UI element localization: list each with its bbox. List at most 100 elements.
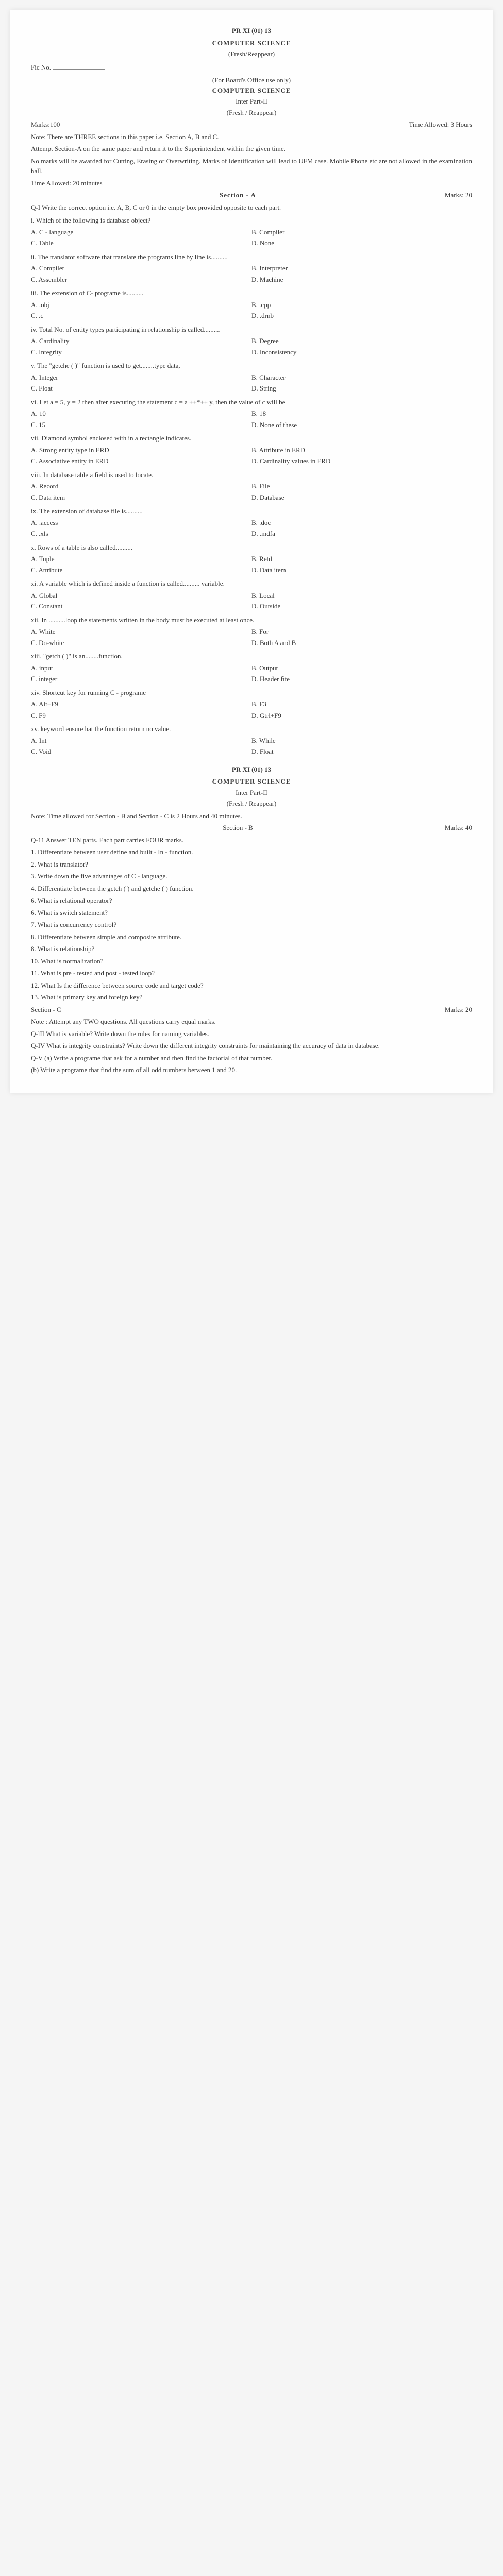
subject-title-2: COMPUTER SCIENCE [31, 86, 472, 96]
mcq-question: xi. A variable which is defined inside a… [31, 579, 472, 589]
mcq-option: D. Inconsistency [252, 347, 472, 358]
mcq-question: viii. In database table a field is used … [31, 470, 472, 480]
long-question: Q-IV What is integrity constraints? Writ… [31, 1041, 472, 1051]
inter-part-2: Inter Part-II [31, 788, 472, 798]
note-bc: Note: Time allowed for Section - B and S… [31, 811, 472, 821]
mcq-option: A. Cardinality [31, 335, 252, 347]
mcq-options: A. RecordB. FileC. Data itemD. Database [31, 481, 472, 503]
short-question: 13. What is primary key and foreign key? [31, 992, 472, 1003]
mcq-option: D. Outside [252, 601, 472, 612]
short-question: 1. Differentiate between user define and… [31, 847, 472, 857]
exam-paper: PR XI (01) 13 COMPUTER SCIENCE (Fresh/Re… [10, 10, 493, 1093]
mcq-option: D. None of these [252, 419, 472, 431]
short-question: 6. What is relational operator? [31, 895, 472, 906]
section-c-marks: Marks: 20 [445, 1005, 472, 1015]
short-question: 2. What is translator? [31, 859, 472, 870]
mcq-option: B. Interpreter [252, 263, 472, 274]
marks-time-row: Marks:100 Time Allowed: 3 Hours [31, 120, 472, 130]
mcq-option: D. Float [252, 746, 472, 757]
mcq-question: vi. Let a = 5, y = 2 then after executin… [31, 397, 472, 408]
mcq-options: A. CardinalityB. DegreeC. IntegrityD. In… [31, 335, 472, 358]
mcq-option: C. Data item [31, 492, 252, 503]
mcq-question: xv. keyword ensure hat the function retu… [31, 724, 472, 734]
short-question: 10. What is normalization? [31, 956, 472, 967]
mcq-option: C. Float [31, 383, 252, 394]
mcq-question: xiv. Shortcut key for running C - progra… [31, 688, 472, 698]
section-a-marks: Marks: 20 [445, 190, 472, 200]
mcq-option: A. Compiler [31, 263, 252, 274]
section-c-header: Section - C Marks: 20 [31, 1005, 472, 1015]
mcq-option: A. Alt+F9 [31, 699, 252, 710]
section-c-label: Section - C [31, 1005, 61, 1015]
mcq-question: vii. Diamond symbol enclosed with in a r… [31, 433, 472, 444]
section-b-label: Section - B [223, 823, 253, 833]
short-question: 3. Write down the five advantages of C -… [31, 871, 472, 882]
mcq-question: i. Which of the following is database ob… [31, 215, 472, 226]
short-question: 11. What is pre - tested and post - test… [31, 968, 472, 978]
mcq-option: D. .drnb [252, 310, 472, 321]
mcq-options: A. Alt+F9B. F3C. F9D. Gtrl+F9 [31, 699, 472, 721]
mcq-option: B. 18 [252, 408, 472, 419]
mcq-option: B. Output [252, 663, 472, 674]
section-c-items: Q-lII What is variable? Write down the r… [31, 1029, 472, 1075]
subject-title-3: COMPUTER SCIENCE [31, 776, 472, 787]
section-a-label: Section - A [220, 190, 256, 200]
mcq-option: C. Integrity [31, 347, 252, 358]
mcq-option: A. .access [31, 517, 252, 529]
time-allowed-a: Time Allowed: 20 minutes [31, 178, 472, 189]
short-question: 4. Differentiate between the gctch ( ) a… [31, 884, 472, 894]
mcq-options: A. .accessB. .docC. .xlsD. .mdfa [31, 517, 472, 539]
inter-part: Inter Part-II [31, 96, 472, 107]
office-use: (For Board's Office use only) [31, 75, 472, 86]
mcq-option: C. Void [31, 746, 252, 757]
mcq-option: B. Attribute in ERD [252, 445, 472, 456]
short-question: 8. Differentiate between simple and comp… [31, 932, 472, 942]
mcq-option: B. File [252, 481, 472, 492]
mcq-option: A. White [31, 626, 252, 637]
mcq-question: ii. The translator software that transla… [31, 252, 472, 262]
q1-stem: Q-I Write the correct option i.e. A, B, … [31, 202, 472, 213]
mcq-question: xiii. "getch ( )" is an........function. [31, 651, 472, 662]
mcq-option: A. C - language [31, 227, 252, 238]
long-question: (b) Write a programe that find the sum o… [31, 1065, 472, 1075]
fic-blank [53, 69, 105, 70]
mcq-option: A. .obj [31, 299, 252, 311]
note-c: Note : Attempt any TWO questions. All qu… [31, 1016, 472, 1027]
mcq-option: C. .c [31, 310, 252, 321]
mcq-option: A. 10 [31, 408, 252, 419]
mode: (Fresh/Reappear) [31, 49, 472, 59]
mcq-option: A. Tuple [31, 553, 252, 565]
mcq-options: A. IntegerB. CharacterC. FloatD. String [31, 372, 472, 394]
mode-3: (Fresh / Reappear) [31, 799, 472, 809]
mcq-options: A. 10B. 18C. 15D. None of these [31, 408, 472, 430]
mcq-option: D. None [252, 238, 472, 249]
mcq-option: B. Local [252, 590, 472, 601]
mcq-options: A. C - languageB. CompilerC. TableD. Non… [31, 227, 472, 249]
mcq-option: A. Strong entity type in ERD [31, 445, 252, 456]
mcq-option: D. Database [252, 492, 472, 503]
fic-row: Fic No. [31, 62, 472, 73]
short-question: 6. What is switch statement? [31, 908, 472, 918]
mcq-options: A. inputB. OutputC. integerD. Header fit… [31, 663, 472, 685]
section-b-header: Section - B Marks: 40 [31, 823, 472, 833]
mcq-option: C. 15 [31, 419, 252, 431]
time-total: Time Allowed: 3 Hours [409, 120, 472, 130]
paper-code-2: PR XI (01) 13 [31, 765, 472, 775]
mcq-option: C. Do-white [31, 637, 252, 649]
mcq-options: A. TupleB. RetdC. AttributeD. Data item [31, 553, 472, 575]
mcq-question: ix. The extension of database file is...… [31, 506, 472, 516]
mcq-question: iv. Total No. of entity types participat… [31, 325, 472, 335]
mcq-question: v. The "getche ( )" function is used to … [31, 361, 472, 371]
short-question: 8. What is relationship? [31, 944, 472, 954]
q1-items: i. Which of the following is database ob… [31, 215, 472, 757]
instruction-2: No marks will be awarded for Cutting, Er… [31, 156, 472, 176]
mcq-option: B. Character [252, 372, 472, 383]
mcq-option: D. .mdfa [252, 528, 472, 539]
mcq-option: B. Retd [252, 553, 472, 565]
mcq-option: D. Both A and B [252, 637, 472, 649]
mcq-option: B. While [252, 735, 472, 747]
mcq-option: D. Header fite [252, 673, 472, 685]
mcq-option: A. Int [31, 735, 252, 747]
mode-2: (Fresh / Reappear) [31, 108, 472, 118]
mcq-option: C. Table [31, 238, 252, 249]
